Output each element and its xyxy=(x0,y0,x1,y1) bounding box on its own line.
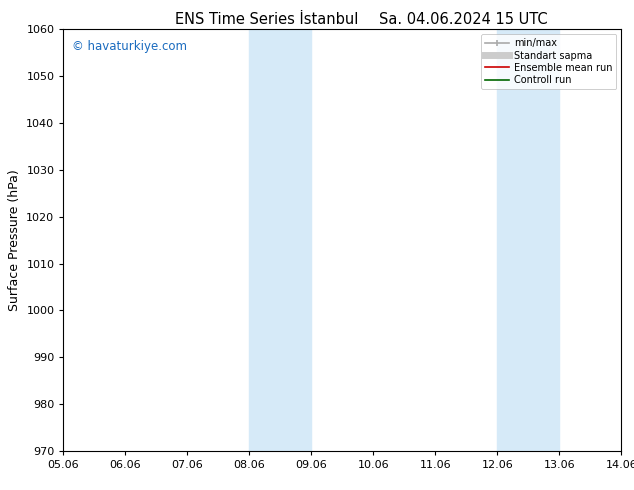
Y-axis label: Surface Pressure (hPa): Surface Pressure (hPa) xyxy=(8,169,21,311)
Bar xyxy=(497,29,559,451)
Text: ENS Time Series İstanbul: ENS Time Series İstanbul xyxy=(174,12,358,27)
Text: Sa. 04.06.2024 15 UTC: Sa. 04.06.2024 15 UTC xyxy=(378,12,547,27)
Text: © havaturkiye.com: © havaturkiye.com xyxy=(72,40,187,53)
Legend: min/max, Standart sapma, Ensemble mean run, Controll run: min/max, Standart sapma, Ensemble mean r… xyxy=(481,34,616,89)
Bar xyxy=(249,29,311,451)
